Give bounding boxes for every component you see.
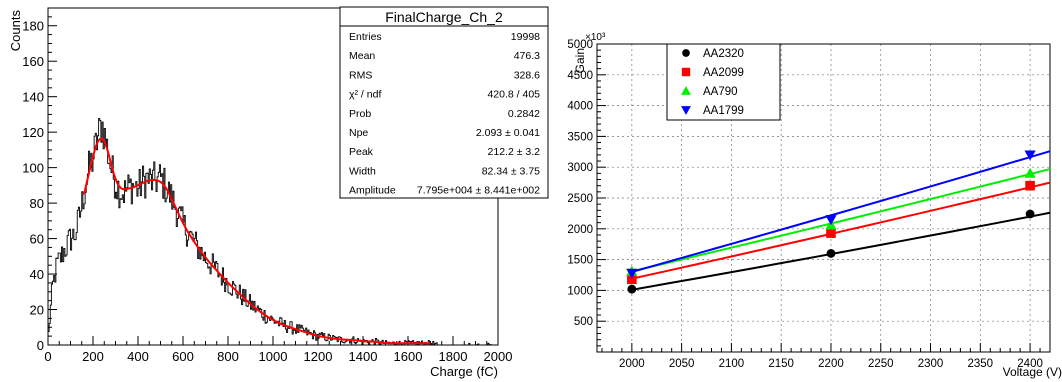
stats-label: Entries bbox=[349, 31, 382, 43]
x-tick-label: 1200 bbox=[304, 349, 333, 364]
x-tick-label: 2100 bbox=[719, 358, 745, 370]
stats-value: 212.2 ± 3.2 bbox=[488, 146, 541, 158]
y-tick-label: 60 bbox=[30, 232, 44, 247]
left-plot-histogram: 0 200 400 600 800 1000 1200 1400 1600 1800 2000 0 20… bbox=[8, 6, 549, 379]
x-tick-label: 600 bbox=[172, 349, 194, 364]
stats-value: 19998 bbox=[511, 31, 540, 43]
x-tick-label: 2000 bbox=[484, 349, 513, 364]
legend-marker-aa2320 bbox=[682, 49, 690, 57]
y-tick-label: 2500 bbox=[567, 193, 593, 205]
stats-title: FinalCharge_Ch_2 bbox=[385, 9, 503, 25]
y-axis-label: Gain bbox=[573, 48, 587, 73]
y-tick-label: 160 bbox=[22, 54, 44, 69]
stats-value: 7.795e+004 ± 8.441e+002 bbox=[417, 185, 540, 197]
y-tick-label: 5000 bbox=[567, 39, 593, 51]
stats-label: Prob bbox=[349, 108, 371, 120]
x-tick-label: 1400 bbox=[349, 349, 378, 364]
stats-value: 420.8 / 405 bbox=[487, 89, 540, 101]
fit-line-aa790 bbox=[631, 168, 1051, 273]
x-tick-label: 2400 bbox=[1017, 358, 1043, 370]
data-point-aa2320 bbox=[826, 249, 836, 258]
stats-box bbox=[339, 6, 549, 199]
y-tick-label: 4500 bbox=[567, 70, 593, 82]
x-tick-label: 2250 bbox=[868, 358, 894, 370]
y-tick-label: 500 bbox=[574, 316, 593, 328]
y-tick-label: 80 bbox=[30, 196, 44, 211]
legend-label: AA790 bbox=[703, 86, 738, 98]
data-point-aa1799 bbox=[1024, 150, 1036, 161]
stats-label: Mean bbox=[349, 50, 375, 62]
y-tick-label: 1500 bbox=[567, 255, 593, 267]
y-tick-label: 120 bbox=[22, 125, 44, 140]
x-tick-label: 800 bbox=[217, 349, 239, 364]
x-axis-label: Charge (fC) bbox=[430, 364, 498, 379]
stats-label: Amplitude bbox=[349, 185, 396, 197]
legend-marker-aa2099 bbox=[681, 67, 691, 77]
right-plot-gain-vs-voltage: 2000 2050 2100 2150 2200 2250 2300 2350 2400 500 1… bbox=[567, 32, 1062, 379]
stats-label: Npe bbox=[349, 127, 368, 139]
y-tick-label: 40 bbox=[30, 267, 44, 282]
y-axis-label: Counts bbox=[8, 10, 23, 52]
x-tick-label: 2350 bbox=[968, 358, 994, 370]
fit-line-aa2320 bbox=[631, 211, 1051, 291]
fit-line-aa2099 bbox=[631, 181, 1051, 280]
x-tick-label: 1000 bbox=[259, 349, 288, 364]
data-point-aa2320 bbox=[627, 284, 637, 294]
legend-marker-aa1799 bbox=[681, 106, 691, 115]
y-tick-label: 100 bbox=[22, 161, 44, 176]
data-point-aa2320 bbox=[1025, 209, 1035, 219]
x-tick-label: 1800 bbox=[439, 349, 468, 364]
data-point-aa1799 bbox=[825, 215, 837, 226]
data-point-aa2099 bbox=[1025, 180, 1035, 191]
y-tick-label: 140 bbox=[22, 90, 44, 105]
data-point-aa2099 bbox=[826, 228, 836, 238]
data-point-aa790 bbox=[1024, 167, 1036, 178]
x-tick-label: 2150 bbox=[768, 358, 794, 370]
x-tick-label: 400 bbox=[127, 349, 149, 364]
stats-value: 2.093 ± 0.041 bbox=[476, 127, 540, 139]
y-tick-label: 3500 bbox=[567, 131, 593, 143]
y-tick-label: 20 bbox=[30, 303, 44, 318]
y-tick-label: 0 bbox=[37, 338, 44, 353]
stats-label: χ² / ndf bbox=[349, 89, 381, 101]
y-tick-label: 3000 bbox=[567, 162, 593, 174]
x-tick-label: 200 bbox=[82, 349, 104, 364]
fit-curve bbox=[83, 137, 431, 345]
x-tick-label: 2000 bbox=[619, 358, 645, 370]
stats-value: 0.2842 bbox=[508, 108, 540, 120]
legend-label: AA2099 bbox=[703, 67, 744, 79]
histogram-counts bbox=[47, 117, 498, 346]
stats-value: 82.34 ± 3.75 bbox=[482, 165, 540, 177]
y-exponent-label: ×10³ bbox=[585, 32, 606, 43]
data-point-aa2099 bbox=[627, 274, 637, 285]
y-tick-label: 180 bbox=[22, 19, 44, 34]
stats-label: Peak bbox=[349, 146, 374, 158]
x-tick-label: 2050 bbox=[669, 358, 695, 370]
x-tick-label: 0 bbox=[44, 349, 51, 364]
fit-line-aa1799 bbox=[631, 150, 1051, 273]
y-tick-label: 4000 bbox=[567, 101, 593, 113]
legend-marker-aa790 bbox=[681, 86, 691, 95]
legend-label: AA1799 bbox=[703, 105, 744, 117]
y-tick-label: 2000 bbox=[567, 224, 593, 236]
x-axis-label: Voltage (V) bbox=[1003, 365, 1062, 379]
stats-label: Width bbox=[349, 165, 376, 177]
stats-value: 328.6 bbox=[514, 69, 540, 81]
legend-label: AA2320 bbox=[703, 48, 744, 60]
x-tick-label: 2300 bbox=[918, 358, 944, 370]
stats-value: 476.3 bbox=[514, 50, 540, 62]
y-tick-label: 1000 bbox=[567, 285, 593, 297]
x-tick-label: 2200 bbox=[818, 358, 844, 370]
data-point-aa1799 bbox=[626, 268, 638, 279]
x-tick-label: 1600 bbox=[394, 349, 423, 364]
stats-label: RMS bbox=[349, 69, 372, 81]
